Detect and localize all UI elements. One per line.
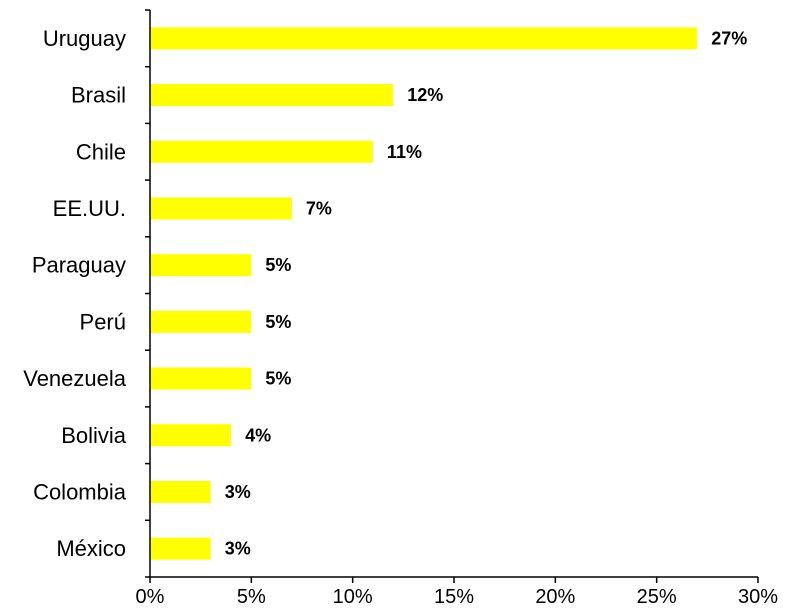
bar-brasil xyxy=(150,84,394,107)
category-label-colombia: Colombia xyxy=(33,479,127,504)
bar-paraguay xyxy=(150,254,252,277)
category-label-brasil: Brasil xyxy=(71,83,126,108)
data-label-peru: 5% xyxy=(265,312,291,332)
category-label-ee-uu: EE.UU. xyxy=(53,196,126,221)
x-tick-label: 15% xyxy=(434,586,474,608)
bar-bolivia xyxy=(150,424,232,447)
bar-venezuela xyxy=(150,367,252,390)
x-tick-label: 10% xyxy=(333,586,373,608)
data-label-brasil: 12% xyxy=(407,85,443,105)
data-label-uruguay: 27% xyxy=(711,28,747,48)
data-label-colombia: 3% xyxy=(225,482,251,502)
category-label-venezuela: Venezuela xyxy=(23,366,127,391)
category-label-peru: Perú xyxy=(80,309,126,334)
category-label-bolivia: Bolivia xyxy=(61,423,127,448)
category-label-mexico: México xyxy=(56,536,126,561)
labels-layer: Uruguay 27% Brasil 12% Chile 11% EE.UU. 7% Parag… xyxy=(23,26,747,561)
x-tick-label: 0% xyxy=(136,586,165,608)
x-tick-label: 20% xyxy=(535,586,575,608)
axes-layer: 0% 5% 10% 15% 20% 25% 30% xyxy=(136,9,778,608)
x-tick-label: 30% xyxy=(738,586,778,608)
bar-mexico xyxy=(150,537,211,560)
data-label-paraguay: 5% xyxy=(265,255,291,275)
data-label-chile: 11% xyxy=(387,142,422,162)
bar-colombia xyxy=(150,480,211,503)
category-label-paraguay: Paraguay xyxy=(32,253,126,278)
bar-ee-uu xyxy=(150,197,292,220)
data-label-venezuela: 5% xyxy=(265,369,291,389)
category-label-uruguay: Uruguay xyxy=(43,26,126,51)
bar-uruguay xyxy=(150,27,698,50)
x-tick-label: 5% xyxy=(237,586,266,608)
bars-layer xyxy=(150,27,698,560)
x-tick-label: 25% xyxy=(637,586,677,608)
bar-peru xyxy=(150,310,252,333)
category-label-chile: Chile xyxy=(76,139,126,164)
data-label-ee-uu: 7% xyxy=(306,198,332,218)
data-label-mexico: 3% xyxy=(225,539,251,559)
data-label-bolivia: 4% xyxy=(245,425,271,445)
bar-chile xyxy=(150,140,373,163)
